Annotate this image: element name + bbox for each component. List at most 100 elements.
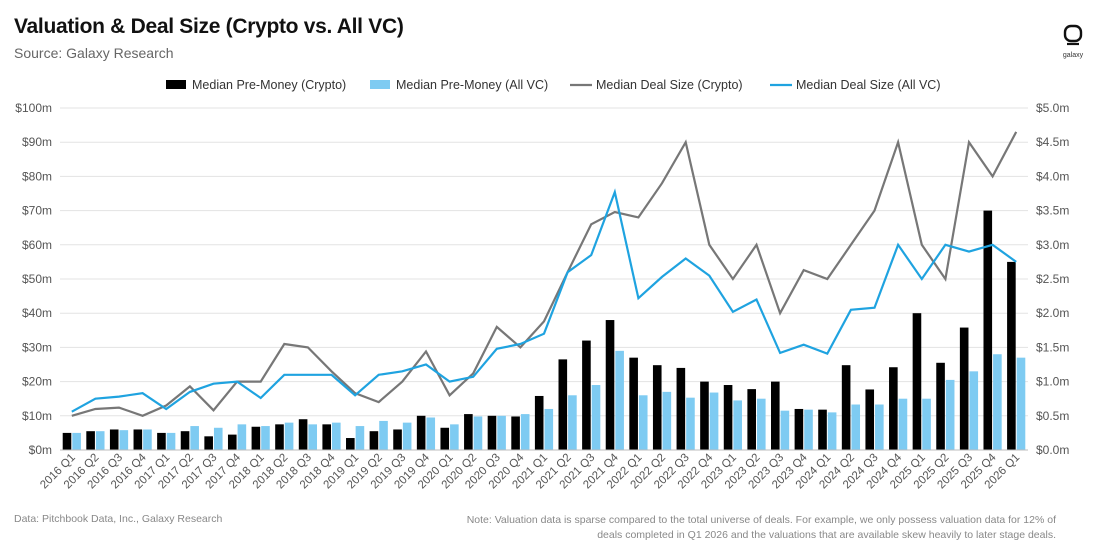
right-tick-label: $3.5m [1036,204,1069,218]
left-tick-label: $0m [29,443,52,457]
legend-swatch [370,80,390,89]
bar-crypto-premoney [180,431,190,450]
bar-crypto-premoney [251,426,261,450]
line-crypto-dealsize [71,131,1018,417]
bar-allvc-premoney [544,408,554,450]
bar-crypto-premoney [369,431,379,450]
bar-crypto-premoney [770,381,780,450]
bar-allvc-premoney [119,430,129,450]
bar-crypto-premoney [865,389,875,450]
footnote: Note: Valuation data is sparse compared … [466,514,1056,541]
bar-crypto-premoney [959,327,969,450]
bar-allvc-premoney [638,395,648,450]
bar-crypto-premoney [747,389,756,450]
bar-allvc-premoney [969,371,979,450]
bar-crypto-premoney [157,432,166,450]
bar-allvc-premoney [993,354,1002,450]
left-tick-label: $50m [22,272,52,286]
bar-crypto-premoney [275,424,284,450]
bar-crypto-premoney [723,385,733,450]
bar-allvc-premoney [686,397,695,450]
bar-crypto-premoney [204,436,213,450]
bar-allvc-premoney [591,385,601,450]
bar-allvc-premoney [875,404,884,450]
legend-label: Median Deal Size (All VC) [796,78,941,92]
left-tick-label: $90m [22,135,52,149]
bar-allvc-premoney [851,404,861,450]
bar-crypto-premoney [582,340,591,450]
bar-allvc-premoney [143,429,152,450]
bar-crypto-premoney [676,367,686,450]
line-allvc-dealsize [71,188,1017,413]
bar-crypto-premoney [393,429,402,450]
bar-allvc-premoney [355,426,365,450]
bar-allvc-premoney [733,400,742,450]
bar-allvc-premoney [568,395,577,450]
right-tick-label: $0.0m [1036,443,1069,457]
legend-label: Median Pre-Money (Crypto) [192,78,346,92]
right-tick-label: $1.5m [1036,340,1069,354]
right-tick-label: $2.5m [1036,272,1069,286]
bar-crypto-premoney [322,424,332,450]
left-tick-label: $10m [22,409,52,423]
bar-allvc-premoney [780,410,790,450]
bar-crypto-premoney [346,438,355,450]
bar-crypto-premoney [86,431,95,450]
logo-wordmark: galaxy [1062,52,1084,59]
bar-crypto-premoney [298,419,308,450]
bar-crypto-premoney [558,359,568,450]
bar-allvc-premoney [332,422,341,450]
bar-crypto-premoney [889,367,898,450]
bar-allvc-premoney [520,414,530,450]
lines [71,131,1018,417]
bar-crypto-premoney [1007,261,1016,450]
right-tick-label: $3.0m [1036,238,1069,252]
gridlines [60,107,1028,451]
bar-allvc-premoney [804,409,813,450]
bar-crypto-premoney [464,414,473,450]
bar-allvc-premoney [709,392,719,450]
bar-crypto-premoney [700,381,709,450]
bar-crypto-premoney [912,313,922,450]
bar-crypto-premoney [109,429,119,450]
bar-allvc-premoney [450,424,459,450]
bar-allvc-premoney [756,398,766,450]
bar-allvc-premoney [308,424,318,450]
bar-crypto-premoney [936,362,945,450]
right-tick-label: $2.0m [1036,306,1069,320]
bar-allvc-premoney [379,420,388,450]
bars [62,210,1026,450]
bar-allvc-premoney [1016,357,1026,450]
bar-crypto-premoney [440,427,450,450]
bar-allvc-premoney [190,426,199,450]
bar-crypto-premoney [605,320,615,450]
bar-crypto-premoney [62,432,72,450]
legend-label: Median Pre-Money (All VC) [396,78,548,92]
bar-allvc-premoney [426,417,436,450]
bar-allvc-premoney [945,379,955,450]
bar-allvc-premoney [922,398,931,450]
bar-crypto-premoney [629,357,638,450]
bar-allvc-premoney [213,427,223,450]
bar-crypto-premoney [416,415,426,450]
bar-crypto-premoney [534,395,544,450]
bar-crypto-premoney [511,416,520,450]
left-tick-label: $70m [22,204,52,218]
galaxy-logo-icon [1063,24,1083,46]
data-source: Data: Pitchbook Data, Inc., Galaxy Resea… [14,513,223,525]
bar-allvc-premoney [827,412,837,450]
bar-crypto-premoney [794,408,804,450]
left-tick-label: $80m [22,169,52,183]
left-tick-label: $60m [22,238,52,252]
bar-allvc-premoney [615,350,624,450]
left-tick-label: $100m [15,101,52,115]
bar-crypto-premoney [227,434,237,450]
right-tick-label: $4.5m [1036,135,1069,149]
bar-allvc-premoney [166,432,176,450]
left-tick-label: $40m [22,306,52,320]
chart-title: Valuation & Deal Size (Crypto vs. All VC… [14,15,404,38]
bar-crypto-premoney [487,415,497,450]
bar-allvc-premoney [261,426,270,450]
legend-swatch [166,80,186,89]
bar-allvc-premoney [237,424,247,450]
